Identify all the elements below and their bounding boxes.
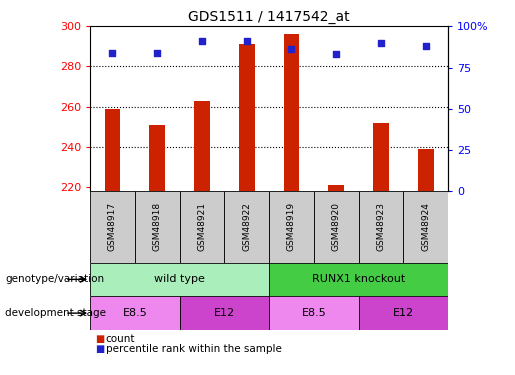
Bar — [135, 191, 180, 262]
Point — [243, 38, 251, 44]
Bar — [358, 296, 448, 330]
Bar — [329, 185, 344, 191]
Text: GSM48922: GSM48922 — [242, 202, 251, 251]
Text: GSM48920: GSM48920 — [332, 202, 341, 251]
Text: ■: ■ — [95, 334, 105, 344]
Point — [153, 50, 161, 55]
Bar — [418, 149, 434, 191]
Bar — [269, 191, 314, 262]
Bar — [314, 191, 358, 262]
Point — [108, 50, 116, 55]
Text: ■: ■ — [95, 344, 105, 354]
Bar — [180, 191, 225, 262]
Bar — [105, 109, 121, 191]
Bar — [239, 44, 254, 191]
Point — [287, 46, 296, 53]
Text: percentile rank within the sample: percentile rank within the sample — [106, 344, 282, 354]
Text: count: count — [106, 334, 135, 344]
Point — [198, 38, 206, 44]
Text: GSM48917: GSM48917 — [108, 202, 117, 251]
Text: GSM48921: GSM48921 — [197, 202, 207, 251]
Text: GSM48924: GSM48924 — [421, 202, 430, 251]
Bar — [194, 101, 210, 191]
Text: wild type: wild type — [154, 274, 205, 284]
Text: GSM48923: GSM48923 — [376, 202, 385, 251]
Bar — [149, 125, 165, 191]
Bar — [225, 191, 269, 262]
Text: GSM48918: GSM48918 — [153, 202, 162, 251]
Text: E8.5: E8.5 — [123, 308, 147, 318]
Text: development stage: development stage — [5, 308, 106, 318]
Point — [377, 40, 385, 46]
Bar — [90, 296, 180, 330]
Bar — [284, 34, 299, 191]
Bar — [269, 262, 448, 296]
Bar — [269, 296, 358, 330]
Point — [422, 43, 430, 49]
Text: E12: E12 — [393, 308, 414, 318]
Bar — [358, 191, 403, 262]
Bar — [90, 191, 135, 262]
Text: RUNX1 knockout: RUNX1 knockout — [312, 274, 405, 284]
Bar — [373, 123, 389, 191]
Text: genotype/variation: genotype/variation — [5, 274, 104, 284]
Text: E12: E12 — [214, 308, 235, 318]
Title: GDS1511 / 1417542_at: GDS1511 / 1417542_at — [188, 10, 350, 24]
Bar — [403, 191, 448, 262]
Text: GSM48919: GSM48919 — [287, 202, 296, 251]
Bar — [90, 262, 269, 296]
Text: E8.5: E8.5 — [301, 308, 326, 318]
Point — [332, 51, 340, 57]
Bar — [180, 296, 269, 330]
